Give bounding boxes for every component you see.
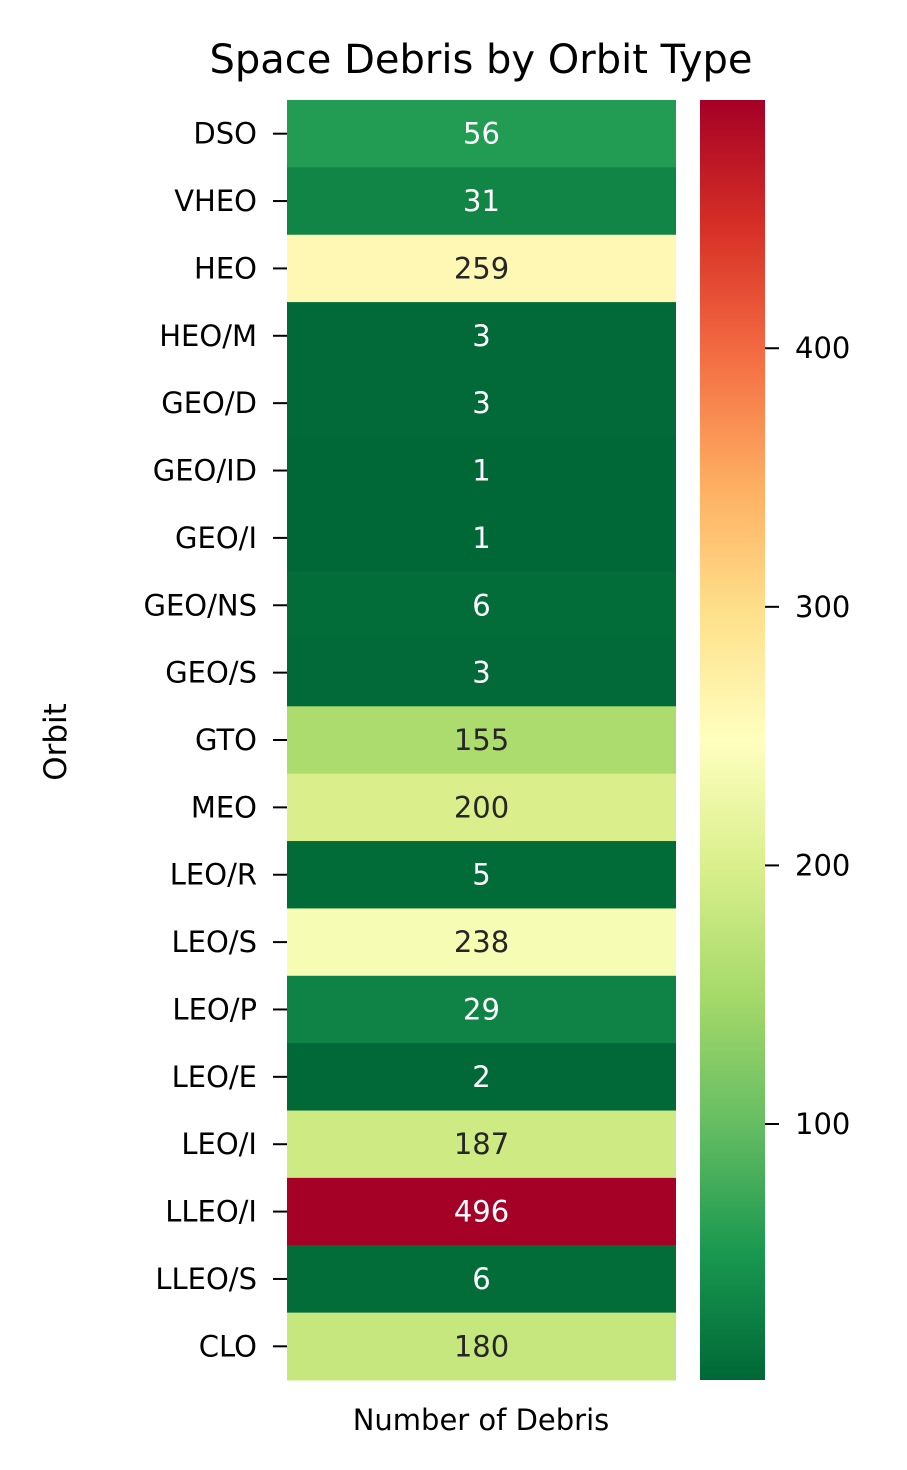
heatmap-cell	[287, 234, 676, 303]
heatmap-cell	[287, 100, 676, 168]
y-tick-label: HEO	[194, 251, 257, 285]
heatmap-cell	[287, 773, 676, 842]
heatmap-cell	[287, 504, 676, 573]
heatmap-cell	[287, 1312, 676, 1381]
cell-value-label: 200	[454, 790, 509, 824]
cell-value-label: 56	[463, 117, 500, 151]
y-tick-labels: DSO VHEO HEO HEO/M GEO/D GEO/ID GEO/I GEO/NS GEO…	[144, 117, 287, 1363]
cell-value-label: 2	[472, 1060, 490, 1094]
cell-value-label: 238	[454, 925, 509, 959]
y-tick-label: HEO/M	[159, 319, 257, 353]
cell-value-label: 187	[454, 1127, 509, 1161]
y-tick-label: GEO/NS	[144, 588, 258, 622]
cell-value-label: 259	[454, 251, 509, 285]
cell-value-label: 29	[463, 992, 500, 1026]
heatmap-cell	[287, 436, 676, 505]
y-tick-label: CLO	[199, 1329, 257, 1363]
y-tick-label: GEO/ID	[153, 454, 257, 488]
cell-value-label: 6	[472, 588, 490, 622]
y-tick-label: LEO/E	[172, 1060, 257, 1094]
y-tick-label: LEO/R	[170, 858, 257, 892]
colorbar-tick-label: 200	[795, 848, 850, 882]
y-tick-label: VHEO	[174, 184, 257, 218]
y-tick-label: MEO	[191, 790, 257, 824]
y-tick-label: GTO	[195, 723, 257, 757]
colorbar-tick-label: 400	[795, 331, 850, 365]
y-tick-label: LEO/S	[172, 925, 258, 959]
colorbar-tick-label: 300	[795, 590, 850, 624]
colorbar-tick-label: 100	[795, 1107, 850, 1141]
y-tick-label: GEO/S	[165, 656, 257, 690]
heatmap-cell	[287, 908, 676, 977]
y-tick-label: LLEO/S	[155, 1262, 257, 1296]
heatmap-cell	[287, 1043, 676, 1112]
heatmap-cell	[287, 1245, 676, 1314]
heatmap-cell	[287, 638, 676, 707]
cell-value-label: 496	[454, 1195, 509, 1229]
y-tick-label: DSO	[193, 117, 257, 151]
heatmap-cell	[287, 1177, 676, 1246]
chart-title: Space Debris by Orbit Type	[209, 37, 752, 83]
cell-value-label: 1	[472, 521, 490, 555]
cell-value-label: 155	[454, 723, 509, 757]
cell-value-label: 180	[454, 1329, 509, 1363]
y-tick-label: LLEO/I	[165, 1195, 257, 1229]
heatmap-cell	[287, 975, 676, 1044]
y-tick-label: LEO/P	[172, 992, 257, 1026]
cell-value-label: 1	[472, 454, 490, 488]
cell-value-label: 3	[472, 386, 490, 420]
colorbar	[700, 100, 765, 1380]
y-tick-label: GEO/D	[161, 386, 257, 420]
colorbar-ticks: 100 200 300 400	[765, 331, 850, 1141]
y-tick-label: GEO/I	[175, 521, 257, 555]
cell-value-label: 3	[472, 656, 490, 690]
y-tick-label: LEO/I	[181, 1127, 257, 1161]
cell-value-label: 31	[463, 184, 500, 218]
y-axis-label: Orbit	[38, 703, 74, 781]
cell-value-label: 3	[472, 319, 490, 353]
heatmap-cell	[287, 841, 676, 909]
heatmap-cell	[287, 302, 676, 370]
heatmap-cell	[287, 1110, 676, 1179]
heatmap-cell	[287, 706, 676, 775]
heatmap-cell	[287, 571, 676, 640]
cell-value-label: 6	[472, 1262, 490, 1296]
cell-value-label: 5	[472, 858, 490, 892]
heatmap-cell	[287, 167, 676, 236]
x-tick-label: Number of Debris	[353, 1403, 610, 1437]
heatmap-cell	[287, 369, 676, 438]
